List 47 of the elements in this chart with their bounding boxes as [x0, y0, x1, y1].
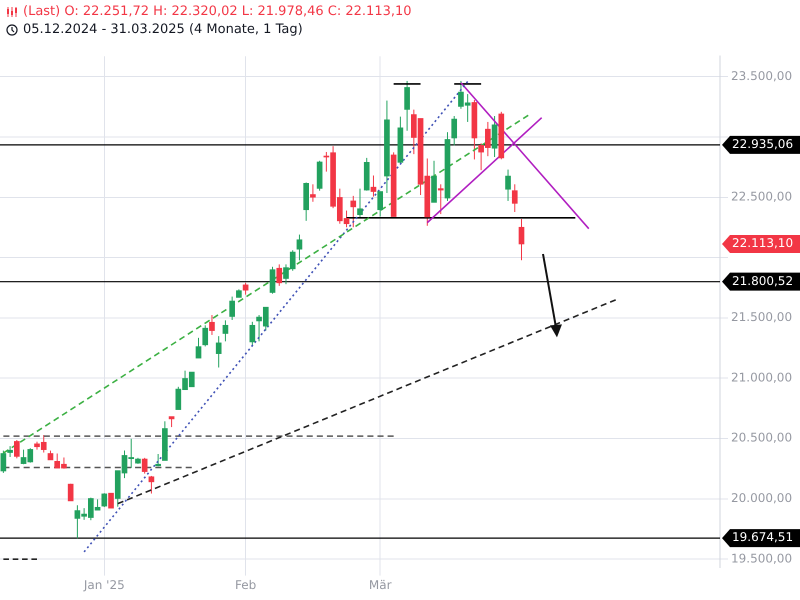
candlestick [108, 492, 114, 508]
candlestick [438, 184, 444, 215]
x-tick-label: Jan '25 [82, 578, 125, 592]
candlestick [310, 184, 316, 202]
candlestick [250, 321, 256, 347]
candlestick [148, 475, 154, 494]
candlestick [518, 218, 524, 261]
candlestick [242, 282, 248, 296]
candlestick [229, 296, 235, 320]
candlestick [296, 234, 302, 261]
candlestick [357, 188, 363, 218]
y-tick-label: 22.500,00 [731, 189, 792, 204]
candlestick [142, 457, 148, 474]
candlestick [512, 184, 518, 213]
candlestick [451, 116, 458, 146]
candlestick [377, 191, 384, 217]
text: 22.113,10 [732, 236, 794, 250]
y-tick-label: 21.500,00 [731, 310, 792, 324]
ref-line-label: 19.674,51 [732, 530, 794, 544]
candlestick [370, 174, 376, 198]
candlestick [202, 324, 208, 347]
candlestick [404, 80, 410, 132]
ref-line-label: 22.935,06 [732, 136, 794, 151]
candlestick [68, 483, 74, 502]
ref-line-label: 21.800,52 [732, 274, 794, 288]
candlestick [505, 169, 511, 202]
candlestick [7, 446, 13, 458]
y-tick-label: 19.500,00 [731, 551, 792, 566]
chart-subtitle: 05.12.2024 - 31.03.2025 (4 Monate, 1 Tag) [23, 22, 303, 37]
candlestick [216, 336, 222, 368]
chart-title: (Last) O: 22.251,72 H: 22.320,02 L: 21.978,46 C: 22.113,10 [23, 4, 412, 19]
candlestick [276, 264, 282, 286]
y-tick-label: 21.000,00 [731, 370, 792, 384]
candlestick [14, 439, 20, 459]
candlestick [222, 320, 228, 342]
y-tick-label: 20.000,00 [731, 490, 792, 505]
candlestick [0, 450, 6, 474]
candlestick [270, 266, 276, 294]
candlestick [101, 492, 108, 508]
candlestick [48, 450, 54, 460]
x-tick-label: Mär [368, 578, 392, 592]
candlestick [209, 314, 215, 336]
y-tick-label: 20.500,00 [731, 430, 792, 445]
candlestick [350, 195, 356, 228]
x-tick-label: Feb [234, 578, 256, 592]
candlestick [196, 337, 202, 359]
y-tick-label: 23.500,00 [731, 68, 792, 83]
